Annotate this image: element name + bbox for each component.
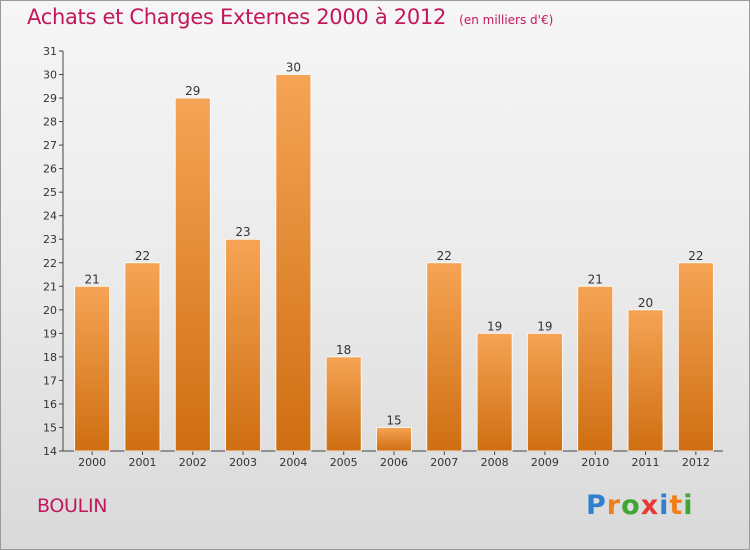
bar-2002	[174, 97, 211, 452]
x-tick-label-2000: 2000	[78, 456, 106, 469]
bar-2011	[627, 309, 664, 452]
x-tick-label-2002: 2002	[179, 456, 207, 469]
data-label-2007: 22	[437, 249, 452, 263]
x-tick-label-2009: 2009	[531, 456, 559, 469]
x-tick-label-2012: 2012	[682, 456, 710, 469]
data-label-2005: 18	[336, 343, 351, 357]
chart-subtitle: (en milliers d'€)	[459, 13, 554, 27]
bar-2000	[74, 285, 111, 452]
y-tick-label: 17	[43, 374, 57, 387]
bar-2005	[325, 356, 362, 452]
x-tick-label-2010: 2010	[581, 456, 609, 469]
x-tick-label-2008: 2008	[481, 456, 509, 469]
y-tick-label: 27	[43, 139, 57, 152]
y-tick-label: 25	[43, 186, 57, 199]
x-tick-label-2006: 2006	[380, 456, 408, 469]
bar-2003	[225, 238, 261, 452]
bar-2010	[577, 285, 614, 452]
y-tick-label: 22	[43, 257, 57, 270]
data-label-2009: 19	[537, 319, 552, 333]
data-label-2002: 29	[185, 84, 200, 98]
data-label-2004: 30	[286, 61, 301, 75]
data-label-2006: 15	[386, 413, 401, 427]
bar-2007	[426, 262, 463, 452]
bar-2006	[376, 427, 412, 452]
data-label-2000: 21	[85, 272, 100, 286]
data-label-2003: 23	[235, 225, 250, 239]
x-tick-label-2003: 2003	[229, 456, 257, 469]
data-label-2001: 22	[135, 249, 150, 263]
chart-title: Achats et Charges Externes 2000 à 2012	[27, 5, 447, 29]
y-tick-label: 20	[43, 304, 57, 317]
y-tick-label: 26	[43, 163, 57, 176]
y-tick-label: 19	[43, 327, 57, 340]
chart-title-block: Achats et Charges Externes 2000 à 2012 (…	[27, 5, 553, 29]
commune-name: BOULIN	[37, 495, 108, 517]
y-tick-label: 16	[43, 398, 57, 411]
x-tick-label-2005: 2005	[330, 456, 358, 469]
y-tick-label: 29	[43, 92, 57, 105]
y-tick-label: 21	[43, 280, 57, 293]
y-tick-label: 18	[43, 351, 57, 364]
y-tick-label: 28	[43, 116, 57, 129]
x-tick-label-2001: 2001	[128, 456, 156, 469]
proxiti-logo: Proxiti	[586, 490, 694, 521]
y-tick-label: 24	[43, 210, 57, 223]
data-label-2010: 21	[588, 272, 603, 286]
y-tick-label: 30	[43, 69, 57, 82]
y-tick-label: 31	[43, 45, 57, 58]
bar-2001	[124, 262, 161, 452]
x-tick-label-2004: 2004	[279, 456, 307, 469]
data-label-2012: 22	[688, 249, 703, 263]
y-tick-label: 15	[43, 421, 57, 434]
data-label-2008: 19	[487, 319, 502, 333]
bar-2009	[527, 332, 563, 452]
x-tick-label-2007: 2007	[430, 456, 458, 469]
data-label-2011: 20	[638, 296, 653, 310]
y-tick-label: 23	[43, 233, 57, 246]
bar-2004	[275, 74, 312, 452]
bar-2008	[476, 332, 513, 452]
y-tick-label: 14	[43, 445, 57, 458]
x-tick-label-2011: 2011	[632, 456, 660, 469]
bar-2012	[677, 262, 714, 452]
